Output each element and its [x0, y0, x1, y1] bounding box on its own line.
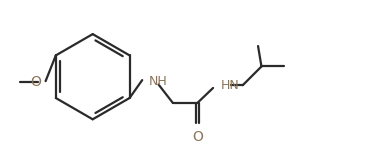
- Text: HN: HN: [221, 79, 239, 92]
- Text: NH: NH: [148, 75, 167, 88]
- Text: O: O: [31, 75, 41, 89]
- Text: O: O: [192, 130, 203, 144]
